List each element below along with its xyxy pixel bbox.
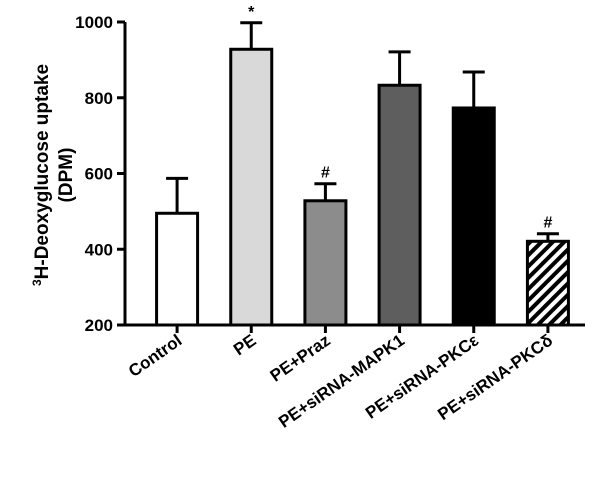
significance-marker: #	[543, 215, 552, 232]
y-tick-label: 800	[85, 89, 113, 108]
category-label: PE	[230, 331, 259, 360]
y-axis-title-superscript: 3	[30, 279, 44, 286]
axes: 200 400 600 800 1000	[75, 13, 585, 335]
y-tick-label: 1000	[75, 13, 113, 32]
bar	[229, 47, 274, 327]
significance-marker: #	[321, 165, 330, 182]
y-tick-label: 400	[85, 240, 113, 259]
y-axis-title-line2: (DPM)	[56, 148, 77, 203]
bar	[525, 239, 570, 327]
category-labels: Control PE PE+PrazPE+siRNA-MAPK1PE+siRNA-P…	[125, 331, 556, 432]
y-tick-label: 200	[85, 316, 113, 335]
category-label: Control	[125, 331, 185, 381]
significance-marker: *	[248, 4, 255, 21]
bar	[451, 106, 496, 327]
svg-text:3H-Deoxyglucose uptake: 3H-Deoxyglucose uptake	[30, 64, 53, 286]
y-tick-label: 600	[85, 165, 113, 184]
bar	[303, 199, 348, 327]
bar	[377, 83, 422, 327]
bars: * # #	[155, 4, 570, 327]
category-label: PE+siRNA-MAPK1	[275, 331, 408, 432]
bar	[155, 211, 200, 327]
category-label: PE+Praz	[267, 331, 334, 386]
y-axis-title: 3H-Deoxyglucose uptake (DPM)	[30, 64, 77, 286]
y-axis-title-line1: H-Deoxyglucose uptake	[32, 64, 53, 279]
